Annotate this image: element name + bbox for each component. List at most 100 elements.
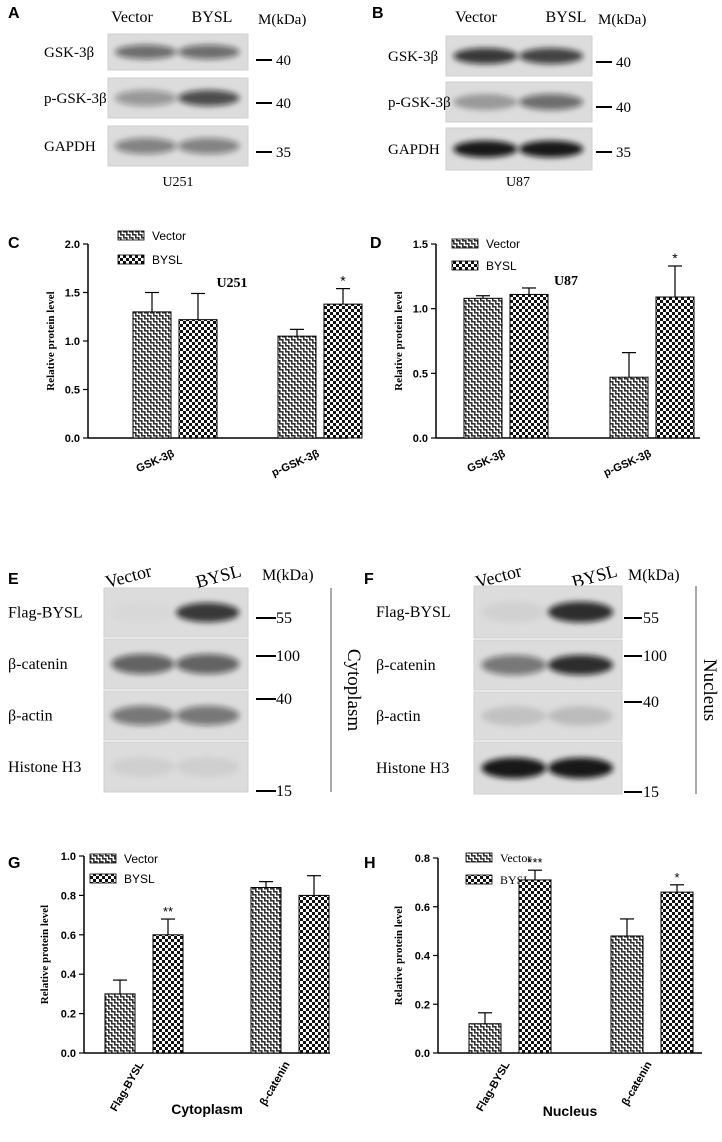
protein-band bbox=[115, 44, 177, 60]
row-label: GAPDH bbox=[44, 139, 96, 155]
blot-row: Histone H3 15 bbox=[376, 741, 659, 801]
x-axis-label: Nucleus bbox=[543, 1103, 598, 1119]
protein-band bbox=[453, 48, 518, 64]
y-axis-label: Relative protein level bbox=[393, 291, 405, 390]
lane-label: BYSL bbox=[546, 9, 587, 26]
blot-row: β-catenin 100 bbox=[376, 639, 667, 691]
protein-band bbox=[453, 140, 518, 158]
blot-panel-f: F Vector BYSL M(kDa)Flag-BYSL 55β-catenin100… bbox=[364, 560, 720, 801]
x-tick-label: Flag-BYSL bbox=[474, 1059, 512, 1113]
y-tick-label: 0.2 bbox=[61, 1009, 76, 1021]
blot-row: Histone H3 15 bbox=[8, 741, 292, 800]
y-tick-label: 1.5 bbox=[65, 288, 80, 300]
lane-label: BYSL bbox=[194, 561, 244, 592]
chart-title: U87 bbox=[554, 274, 578, 289]
x-tick-label: GSK-3β bbox=[134, 448, 176, 475]
chart-panel-h: H 0.0 0.2 0.4 0.6 0.8 Relative protein level Ve… bbox=[364, 851, 702, 1119]
blot-row: Flag-BYSL 55 bbox=[376, 585, 659, 639]
marker-size: 35 bbox=[276, 145, 291, 161]
legend-label: Vector bbox=[500, 851, 531, 865]
protein-band bbox=[111, 705, 175, 726]
protein-band bbox=[115, 90, 177, 106]
legend-label: Vector bbox=[486, 237, 520, 251]
lane-label: Vector bbox=[111, 9, 153, 26]
bar bbox=[655, 296, 695, 439]
protein-band bbox=[519, 94, 584, 110]
legend-swatch bbox=[117, 254, 145, 265]
protein-band bbox=[481, 601, 547, 623]
row-label: Histone H3 bbox=[8, 759, 81, 776]
marker-size: 15 bbox=[643, 784, 659, 801]
x-tick-label: Flag-BYSL bbox=[108, 1059, 146, 1113]
row-label: Flag-BYSL bbox=[376, 604, 451, 621]
bar bbox=[277, 335, 317, 439]
y-tick-label: 0.5 bbox=[65, 385, 80, 397]
mw-header: M(kDa) bbox=[628, 567, 680, 584]
marker-size: 40 bbox=[616, 55, 631, 71]
marker-size: 100 bbox=[643, 648, 667, 665]
y-tick-label: 1.5 bbox=[413, 239, 428, 251]
y-tick-label: 0.0 bbox=[65, 433, 80, 445]
bar bbox=[518, 879, 552, 1054]
blot-panel-b: B Vector BYSL M(kDa) GSK-3β 40 p-GSK-3β 40 GAPDH… bbox=[372, 5, 646, 190]
protein-band bbox=[111, 603, 174, 623]
legend-swatch bbox=[117, 230, 145, 241]
blot-row: β-actin 40 bbox=[376, 691, 659, 741]
blot-panel-e: E Vector BYSL M(kDa) Flag-BYSL 55 β-catenin 100… bbox=[8, 560, 364, 800]
row-label: β-actin bbox=[376, 708, 421, 725]
blot-row: GAPDH 35 bbox=[44, 125, 291, 167]
y-tick-label: 0.4 bbox=[61, 969, 77, 981]
legend-label: BYSL bbox=[152, 253, 183, 267]
blot-row: p-GSK-3β 40 bbox=[44, 77, 291, 119]
protein-band bbox=[548, 601, 614, 623]
panel-letter: E bbox=[8, 571, 19, 588]
bar bbox=[178, 319, 218, 439]
protein-band bbox=[176, 757, 240, 777]
chart-panel-d: D 0.0 0.5 1.0 1.5 Relative protein level U87 Ve… bbox=[370, 235, 700, 479]
x-axis-label: Cytoplasm bbox=[171, 1101, 243, 1117]
legend-label: Vector bbox=[124, 852, 158, 866]
marker-size: 35 bbox=[616, 145, 631, 161]
y-tick-label: 1.0 bbox=[61, 851, 76, 863]
y-tick-label: 0.6 bbox=[61, 930, 76, 942]
row-label: p-GSK-3β bbox=[44, 91, 107, 107]
blot-panel-a: A Vector BYSL M(kDa) GSK-3β 40 p-GSK-3β 40 GAPDH… bbox=[8, 5, 306, 190]
row-label: GSK-3β bbox=[44, 45, 94, 61]
y-axis-label: Relative protein level bbox=[45, 291, 57, 390]
x-tick-label: p-GSK-3β bbox=[270, 448, 321, 480]
lane-label: Vector bbox=[103, 560, 154, 591]
bar bbox=[323, 303, 363, 439]
panel-letter: F bbox=[364, 571, 374, 588]
protein-band bbox=[453, 94, 518, 110]
cell-line-caption: U251 bbox=[162, 175, 193, 190]
bar bbox=[468, 1023, 502, 1054]
protein-band bbox=[178, 44, 240, 60]
protein-band bbox=[176, 602, 240, 623]
blot-row: β-actin 40 bbox=[8, 690, 292, 741]
protein-band bbox=[115, 138, 177, 154]
legend-label: BYSL bbox=[486, 259, 517, 273]
blot-row: p-GSK-3β 40 bbox=[388, 81, 631, 123]
row-label: p-GSK-3β bbox=[388, 95, 451, 111]
cell-line-caption: U87 bbox=[506, 175, 530, 190]
panel-letter: G bbox=[8, 855, 20, 872]
x-tick-label: β-catenin bbox=[620, 1059, 655, 1108]
protein-band bbox=[176, 654, 240, 674]
y-tick-label: 0.8 bbox=[415, 853, 430, 865]
chart-title: U251 bbox=[216, 276, 247, 291]
bar-chart-panels: C 0.0 0.5 1.0 1.5 2.0 Relative protein level U2… bbox=[8, 229, 702, 1119]
bar bbox=[250, 887, 282, 1054]
bar bbox=[152, 934, 184, 1054]
fraction-label: Cytoplasm bbox=[343, 649, 364, 732]
protein-band bbox=[481, 655, 547, 675]
mw-header: M(kDa) bbox=[258, 12, 306, 28]
marker-size: 40 bbox=[276, 691, 292, 708]
y-tick-label: 2.0 bbox=[65, 239, 80, 251]
legend-swatch bbox=[465, 874, 493, 885]
protein-band bbox=[519, 140, 584, 158]
chart-panel-g: G 0.0 0.2 0.4 0.6 0.8 1.0 Relative protein leve… bbox=[8, 851, 330, 1117]
significance-mark: * bbox=[674, 870, 679, 885]
marker-size: 55 bbox=[276, 610, 292, 627]
significance-mark: * bbox=[340, 273, 346, 289]
